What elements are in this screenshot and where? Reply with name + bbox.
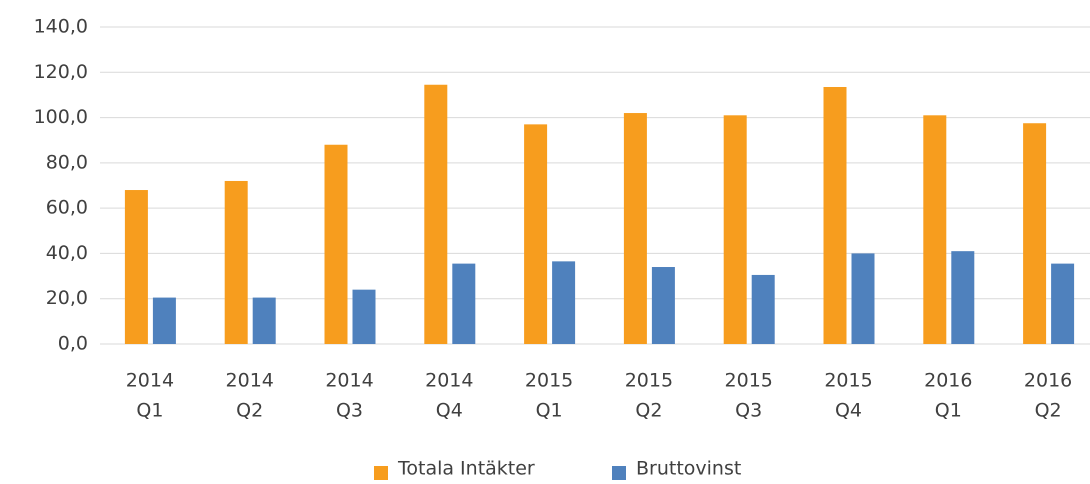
x-tick-label: 2016 — [924, 370, 972, 392]
x-tick-label: Q2 — [1035, 400, 1062, 422]
bar — [751, 274, 775, 344]
x-tick-label: Q2 — [236, 400, 263, 422]
x-tick-label: Q1 — [935, 400, 962, 422]
y-tick-label: 140,0 — [34, 16, 88, 38]
bar — [352, 289, 376, 344]
bar — [424, 84, 448, 344]
x-tick-label: Q1 — [536, 400, 563, 422]
x-tick-label: Q4 — [835, 400, 862, 422]
legend-label: Bruttovinst — [636, 458, 741, 480]
y-tick-label: 20,0 — [46, 287, 88, 309]
bar — [524, 124, 548, 344]
bar — [224, 180, 248, 344]
x-tick-label: 2015 — [625, 370, 673, 392]
bar — [623, 113, 647, 345]
bar — [552, 261, 576, 344]
x-tick-label: Q3 — [336, 400, 363, 422]
x-tick-label: 2014 — [425, 370, 473, 392]
y-tick-label: 80,0 — [46, 151, 88, 173]
x-tick-label: 2015 — [824, 370, 872, 392]
x-tick-label: 2015 — [725, 370, 773, 392]
x-tick-label: 2014 — [325, 370, 373, 392]
bar — [1023, 123, 1047, 344]
y-tick-label: 40,0 — [46, 242, 88, 264]
x-tick-label: 2016 — [1024, 370, 1072, 392]
x-tick-label: 2014 — [126, 370, 174, 392]
legend-swatch — [612, 466, 626, 480]
x-tick-label: 2015 — [525, 370, 573, 392]
bar — [124, 190, 148, 344]
x-tick-label: Q3 — [735, 400, 762, 422]
bar — [951, 251, 975, 344]
legend-swatch — [374, 466, 388, 480]
bar — [823, 87, 847, 344]
x-tick-label: Q2 — [635, 400, 662, 422]
bar — [923, 115, 947, 344]
bar — [152, 297, 176, 344]
bar — [851, 253, 875, 344]
y-tick-label: 60,0 — [46, 197, 88, 219]
legend-label: Totala Intäkter — [397, 458, 535, 480]
y-tick-label: 0,0 — [58, 333, 88, 355]
bar — [723, 115, 747, 344]
bar — [1051, 263, 1075, 344]
bar — [324, 144, 348, 344]
x-tick-label: 2014 — [226, 370, 274, 392]
y-tick-label: 100,0 — [34, 106, 88, 128]
x-tick-label: Q1 — [136, 400, 163, 422]
bar — [452, 263, 476, 344]
bar — [252, 297, 276, 344]
bar — [651, 267, 675, 344]
x-tick-label: Q4 — [436, 400, 463, 422]
y-tick-label: 120,0 — [34, 61, 88, 83]
